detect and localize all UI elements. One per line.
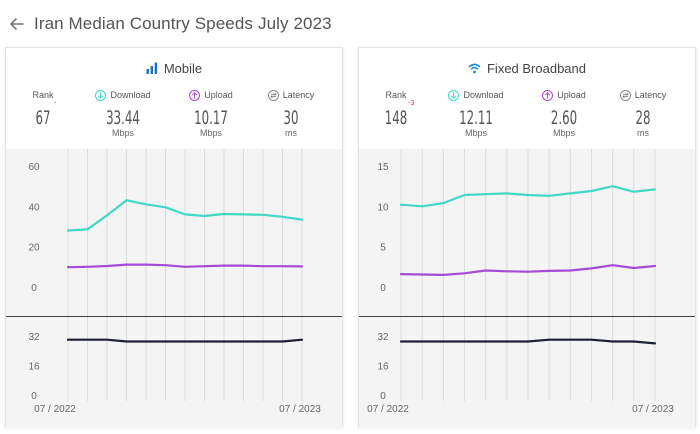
page-title-date: July 2023: [258, 14, 332, 33]
metrics-row: Rank 148 -3 Download 12.11 Mbps Upload 2…: [359, 88, 695, 146]
rank-change: -3: [408, 100, 415, 107]
download-series-line: [399, 185, 657, 208]
metric-label: Upload: [524, 88, 604, 102]
fixed-latency-chart: 0 16 32 07 / 2022 07 / 2023: [367, 317, 674, 415]
y-tick-label: 60: [28, 162, 40, 173]
download-value: 33.44: [106, 107, 140, 129]
page-title: Iran Median Country Speeds July 2023: [34, 14, 332, 34]
y-tick-label: 20: [28, 243, 40, 254]
y-tick-label: 40: [28, 202, 40, 213]
upload-series-line: [399, 264, 657, 277]
download-value: 12.11: [459, 107, 493, 129]
mobile-card: Mobile Rank 67 - Download 33.44 Mbps Upl…: [5, 47, 343, 428]
metric-label-text: Download: [463, 90, 504, 100]
mobile-speed-chart: 0 20 40 60: [28, 149, 304, 316]
latency-unit: ms: [285, 128, 297, 138]
metric-label-text: Latency: [282, 90, 315, 100]
latency-plot-area: 0 16 32 07 / 2022 07 / 2023: [6, 316, 342, 428]
metric-label-text: Upload: [204, 90, 233, 100]
x-tick-label: 07 / 2023: [279, 404, 321, 415]
page-title-text: Iran Median Country Speeds: [34, 14, 254, 33]
download-series-line: [66, 199, 304, 232]
y-tick-label: 5: [380, 243, 386, 254]
rank-value: 148: [384, 107, 408, 129]
card-title: Mobile: [6, 58, 342, 78]
metric-rank: Rank 67 -: [3, 88, 83, 128]
metric-upload: Upload 10.17 Mbps: [171, 88, 251, 139]
latency-value: 30: [283, 107, 299, 129]
y-tick-label: 0: [380, 283, 386, 294]
metric-latency: Latency 28 ms: [603, 88, 683, 139]
fixed-broadband-card: Fixed Broadband Rank 148 -3 Download 12.…: [358, 47, 696, 428]
download-unit: Mbps: [111, 128, 134, 138]
arrow-down-circle-icon: [448, 89, 460, 101]
arrow-left-icon[interactable]: [8, 15, 26, 33]
upload-unit: Mbps: [199, 128, 222, 138]
latency-circle-icon: [267, 89, 279, 101]
upload-series-line: [66, 263, 304, 269]
card-title: Fixed Broadband: [359, 58, 695, 78]
metric-label: Latency: [251, 88, 331, 102]
speed-plot-area: 0 20 40 60: [6, 149, 342, 316]
metric-upload: Upload 2.60 Mbps: [524, 88, 604, 139]
metric-label: Rank: [32, 90, 54, 100]
arrow-up-circle-icon: [189, 89, 201, 101]
x-tick-label: 07 / 2023: [632, 404, 674, 415]
speed-plot-area: 0 5 10 15: [359, 149, 695, 316]
upload-unit: Mbps: [552, 128, 575, 138]
metrics-row: Rank 67 - Download 33.44 Mbps Upload 10.…: [6, 88, 342, 146]
wifi-icon: [468, 63, 481, 73]
metric-label: Download: [436, 88, 516, 102]
signal-bars-icon: [146, 62, 157, 74]
metric-label: Upload: [171, 88, 251, 102]
rank-value: 67: [35, 107, 51, 129]
card-title-label: Mobile: [163, 60, 203, 76]
arrow-up-circle-icon: [542, 89, 554, 101]
metric-label: Download: [83, 88, 163, 102]
y-tick-label: 32: [377, 332, 389, 343]
metric-download: Download 12.11 Mbps: [436, 88, 516, 139]
y-tick-label: 0: [31, 391, 37, 402]
upload-value: 2.60: [550, 107, 578, 129]
mobile-latency-chart: 0 16 32 07 / 2022 07 / 2023: [28, 317, 321, 415]
latency-plot-area: 0 16 32 07 / 2022 07 / 2023: [359, 316, 695, 428]
y-tick-label: 15: [377, 162, 389, 173]
metric-label-text: Upload: [557, 90, 586, 100]
metric-label: Latency: [603, 88, 683, 102]
y-tick-label: 0: [31, 283, 37, 294]
y-tick-label: 16: [377, 362, 389, 373]
metric-label-text: Download: [110, 90, 151, 100]
latency-value: 28: [635, 107, 651, 129]
y-tick-label: 16: [28, 362, 40, 373]
latency-series-line: [399, 338, 657, 345]
arrow-down-circle-icon: [95, 89, 107, 101]
x-tick-label: 07 / 2022: [367, 404, 409, 415]
y-tick-label: 0: [380, 391, 386, 402]
fixed-speed-chart: 0 5 10 15: [377, 149, 657, 316]
metric-latency: Latency 30 ms: [251, 88, 331, 139]
metric-label-text: Latency: [634, 90, 667, 100]
rank-change: -: [54, 100, 57, 107]
x-tick-label: 07 / 2022: [34, 404, 76, 415]
metric-rank: Rank 148 -3: [356, 88, 436, 128]
page-header: Iran Median Country Speeds July 2023: [8, 11, 332, 37]
card-title-label: Fixed Broadband: [486, 60, 586, 76]
upload-value: 10.17: [194, 107, 228, 129]
y-tick-label: 10: [377, 202, 389, 213]
metric-download: Download 33.44 Mbps: [83, 88, 163, 139]
latency-unit: ms: [637, 128, 649, 138]
latency-circle-icon: [619, 89, 631, 101]
metric-label: Rank: [385, 90, 407, 100]
download-unit: Mbps: [464, 128, 487, 138]
latency-series-line: [66, 338, 304, 343]
y-tick-label: 32: [28, 332, 40, 343]
